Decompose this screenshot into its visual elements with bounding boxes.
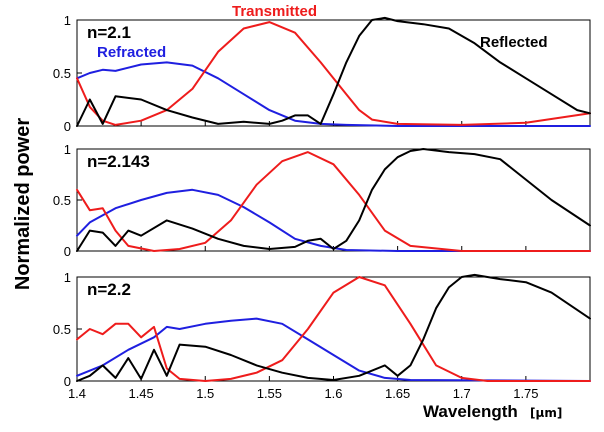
series-line-transmitted: [76, 276, 591, 382]
x-tick-label: 1.6: [324, 386, 342, 401]
x-tick-label: 1.75: [513, 386, 538, 401]
x-axis-unit: [μm]: [530, 406, 562, 420]
panel-3: 0 0.5 1 1.4 1.45 1.5 1.55 1.6 1.65 1.7 1.75 n=2.2: [53, 270, 591, 401]
series-line-refracted: [76, 188, 591, 252]
y-tick-label: 0: [64, 119, 71, 134]
y-tick-label: 0.5: [53, 66, 71, 81]
y-tick-label: 1: [64, 13, 71, 28]
series-line-reflected: [76, 273, 591, 382]
series-line-refracted: [76, 317, 591, 382]
panel-label: n=2.143: [87, 152, 150, 171]
series-line-transmitted: [76, 151, 591, 252]
panels: 00.51n=2.1RefractedTransmittedReflected0…: [53, 3, 591, 401]
y-tick-label: 0.5: [53, 322, 71, 337]
x-tick-label: 1.4: [68, 386, 86, 401]
x-tick-label: 1.65: [385, 386, 410, 401]
annotation-refracted: Refracted: [97, 44, 166, 61]
y-tick-label: 1: [64, 270, 71, 285]
annotation-reflected: Reflected: [480, 34, 548, 51]
panel-label: n=2.2: [87, 280, 131, 299]
panel-2: 0 0.5 1 n=2.143: [53, 142, 591, 259]
x-tick-label: 1.55: [257, 386, 282, 401]
series-line-reflected: [76, 16, 591, 127]
x-tick-label: 1.7: [453, 386, 471, 401]
series-line-transmitted: [76, 21, 591, 126]
x-tick-label: 1.45: [128, 386, 153, 401]
annotation-transmitted: Transmitted: [232, 3, 317, 20]
y-tick-label: 1: [64, 142, 71, 157]
panel-1: 0 0.5 1 n=2.1 Refracted Transmitted Reflected: [53, 3, 591, 134]
x-tick-label: 1.5: [196, 386, 214, 401]
series-line-reflected: [76, 148, 591, 252]
y-tick-label: 0.5: [53, 193, 71, 208]
y-tick-label: 0: [64, 244, 71, 259]
x-axis-label: Wavelength: [423, 402, 518, 421]
y-axis-label: Normalized power: [12, 118, 34, 290]
panel-label: n=2.1: [87, 23, 131, 42]
y-tick-label: 0: [64, 374, 71, 389]
series-line-refracted: [76, 61, 591, 127]
